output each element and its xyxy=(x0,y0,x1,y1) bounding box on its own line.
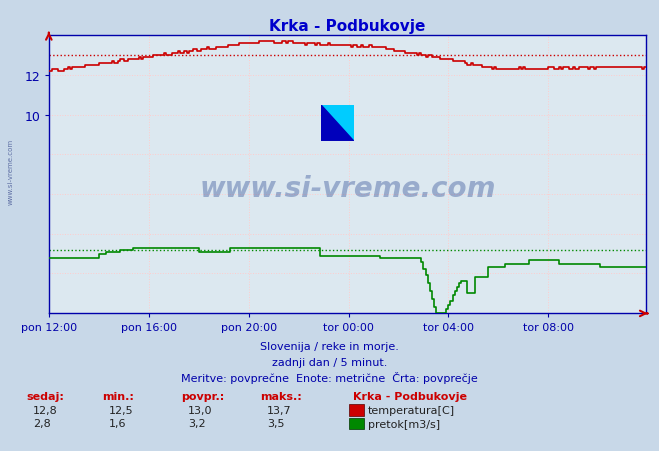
Text: 12,5: 12,5 xyxy=(109,405,133,414)
Title: Krka - Podbukovje: Krka - Podbukovje xyxy=(270,18,426,33)
Text: 1,6: 1,6 xyxy=(109,418,127,428)
Text: sedaj:: sedaj: xyxy=(26,391,64,401)
Text: povpr.:: povpr.: xyxy=(181,391,225,401)
Text: 13,7: 13,7 xyxy=(267,405,291,414)
Text: zadnji dan / 5 minut.: zadnji dan / 5 minut. xyxy=(272,357,387,367)
Text: 2,8: 2,8 xyxy=(33,418,51,428)
Text: 13,0: 13,0 xyxy=(188,405,212,414)
Text: 12,8: 12,8 xyxy=(33,405,58,414)
Text: 3,5: 3,5 xyxy=(267,418,285,428)
Text: 3,2: 3,2 xyxy=(188,418,206,428)
Text: maks.:: maks.: xyxy=(260,391,302,401)
Text: min.:: min.: xyxy=(102,391,134,401)
Text: Meritve: povprečne  Enote: metrične  Črta: povprečje: Meritve: povprečne Enote: metrične Črta:… xyxy=(181,371,478,383)
Text: www.si-vreme.com: www.si-vreme.com xyxy=(8,138,14,204)
Text: pretok[m3/s]: pretok[m3/s] xyxy=(368,419,440,429)
Text: Slovenija / reke in morje.: Slovenija / reke in morje. xyxy=(260,341,399,351)
Text: temperatura[C]: temperatura[C] xyxy=(368,405,455,415)
Text: www.si-vreme.com: www.si-vreme.com xyxy=(200,175,496,202)
Text: Krka - Podbukovje: Krka - Podbukovje xyxy=(353,391,467,401)
